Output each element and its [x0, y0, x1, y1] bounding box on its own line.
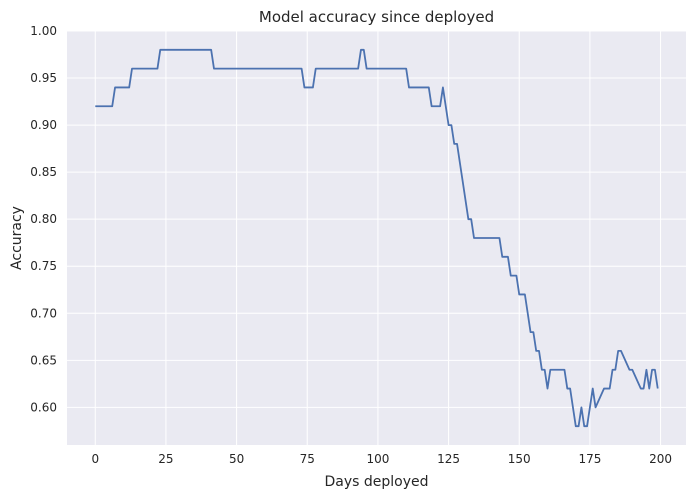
y-tick-label: 0.60 — [30, 400, 57, 414]
x-tick-label: 25 — [158, 452, 173, 466]
y-tick-label: 0.75 — [30, 259, 57, 273]
y-tick-label: 0.70 — [30, 306, 57, 320]
y-tick-label: 0.90 — [30, 118, 57, 132]
grid — [67, 30, 686, 445]
x-tick-label: 50 — [229, 452, 244, 466]
tick-labels: 0 25 50 75 100 125 150 175 200 0.60 0.65 0.70 0.75 0.… — [30, 24, 672, 466]
y-tick-label: 0.65 — [30, 353, 57, 367]
accuracy-series-line — [95, 48, 659, 428]
x-tick-label: 75 — [300, 452, 315, 466]
y-axis-label: Accuracy — [9, 206, 25, 270]
chart-title: Model accuracy since deployed — [259, 8, 494, 26]
x-axis-label: Days deployed — [324, 474, 428, 490]
y-tick-label: 0.95 — [30, 71, 57, 85]
x-tick-label: 125 — [437, 452, 460, 466]
x-tick-label: 0 — [91, 452, 99, 466]
x-tick-label: 150 — [508, 452, 531, 466]
y-tick-label: 0.80 — [30, 212, 57, 226]
x-tick-label: 200 — [649, 452, 672, 466]
x-tick-label: 175 — [578, 452, 601, 466]
plot-background — [67, 31, 686, 445]
x-tick-label: 100 — [366, 452, 389, 466]
y-tick-label: 0.85 — [30, 165, 57, 179]
series-layer — [95, 48, 659, 428]
y-tick-label: 1.00 — [30, 24, 57, 38]
